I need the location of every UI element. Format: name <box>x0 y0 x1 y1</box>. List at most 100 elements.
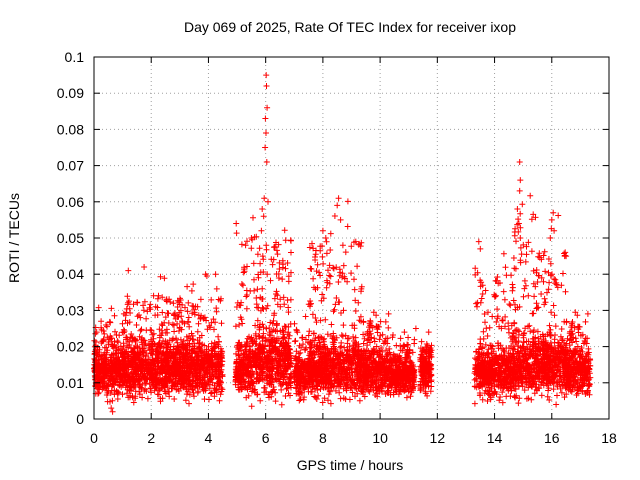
data-point <box>94 375 100 382</box>
data-point <box>174 339 181 346</box>
data-point <box>109 363 116 370</box>
data-point <box>149 340 156 347</box>
data-point <box>100 366 107 373</box>
data-point <box>171 396 178 402</box>
data-point <box>111 312 118 319</box>
data-point <box>140 307 147 314</box>
data-point <box>129 348 136 355</box>
data-point <box>152 372 159 379</box>
data-point <box>159 385 165 392</box>
data-point <box>134 313 141 320</box>
data-point <box>120 340 127 347</box>
data-point <box>134 350 141 356</box>
data-point <box>106 377 113 383</box>
data-point <box>182 397 189 404</box>
data-point <box>114 338 121 344</box>
data-point <box>102 370 109 377</box>
data-point <box>109 397 116 404</box>
data-point <box>149 379 156 386</box>
data-point <box>149 356 156 363</box>
data-point <box>116 346 122 353</box>
data-point <box>107 359 114 366</box>
data-point <box>137 327 144 334</box>
data-point <box>124 301 131 308</box>
data-point <box>160 337 167 344</box>
data-point <box>113 359 120 366</box>
data-point <box>148 327 155 334</box>
data-point <box>148 371 155 378</box>
data-point <box>92 356 99 363</box>
data-point <box>131 366 138 373</box>
data-point <box>140 302 147 309</box>
data-point <box>143 315 150 322</box>
data-point <box>128 345 134 352</box>
data-point <box>105 341 112 348</box>
data-point <box>106 375 113 382</box>
data-point <box>159 395 166 402</box>
data-point <box>125 377 132 384</box>
data-point <box>133 361 140 368</box>
data-point <box>128 331 135 337</box>
data-point <box>123 369 130 376</box>
data-point <box>149 383 156 390</box>
data-point <box>120 379 126 386</box>
data-point <box>137 314 144 321</box>
data-point <box>139 394 146 401</box>
data-point <box>99 369 106 376</box>
data-point <box>133 376 140 383</box>
data-point <box>104 323 110 330</box>
data-point <box>124 360 131 367</box>
data-point <box>161 275 168 282</box>
data-point <box>156 370 163 377</box>
data-point <box>106 364 113 371</box>
data-point <box>125 366 132 373</box>
data-point <box>122 364 129 371</box>
data-point <box>140 359 147 366</box>
data-point <box>136 333 143 340</box>
data-point <box>125 338 132 345</box>
data-point <box>98 352 105 359</box>
data-point <box>106 319 113 326</box>
data-point <box>147 367 154 374</box>
data-point <box>113 370 120 377</box>
data-point <box>154 304 161 311</box>
data-point <box>127 392 134 399</box>
data-point <box>112 350 119 357</box>
data-point <box>121 374 128 381</box>
data-point <box>169 321 176 328</box>
data-point <box>95 390 101 397</box>
data-point <box>164 310 171 317</box>
data-point <box>143 376 150 383</box>
data-point <box>132 365 139 372</box>
data-point <box>119 320 126 327</box>
data-point <box>105 381 112 388</box>
data-point <box>144 395 151 402</box>
data-point <box>123 309 130 316</box>
data-point <box>110 355 117 361</box>
data-point <box>119 391 126 398</box>
data-point <box>157 273 164 280</box>
data-point <box>157 369 164 376</box>
data-point <box>126 387 133 393</box>
data-point <box>148 350 155 357</box>
data-point <box>126 305 133 312</box>
data-point <box>132 388 139 395</box>
data-point <box>136 312 142 318</box>
data-point <box>205 343 212 350</box>
data-point <box>136 391 143 398</box>
data-point <box>149 331 156 338</box>
data-point <box>156 344 163 351</box>
data-point <box>91 350 98 357</box>
data-point <box>95 389 102 396</box>
data-point <box>104 398 111 405</box>
data-point <box>100 328 107 334</box>
data-point <box>112 373 119 380</box>
data-point <box>110 378 117 385</box>
data-point <box>117 343 124 350</box>
data-point <box>116 332 123 339</box>
data-point <box>156 334 163 341</box>
data-point <box>150 335 157 342</box>
data-point <box>95 304 102 311</box>
data-point <box>146 346 153 353</box>
